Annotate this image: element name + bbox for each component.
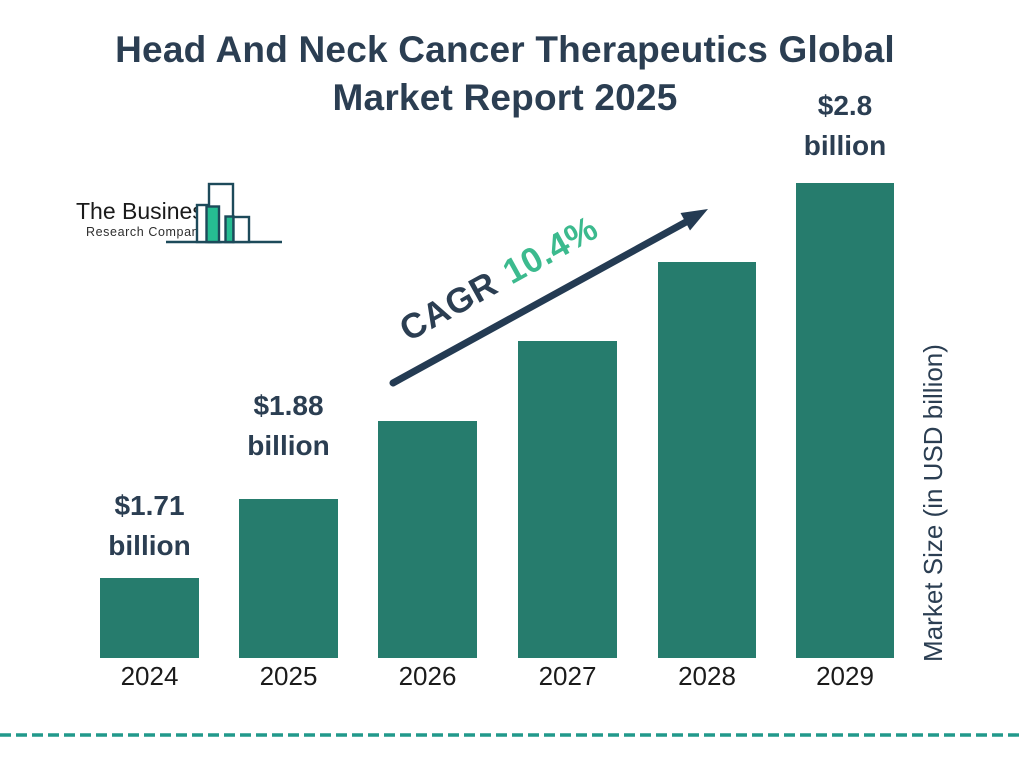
value-label-2024: $1.71 billion [70, 486, 230, 566]
bar-2027 [518, 341, 617, 658]
title-line2: Market Report 2025 [332, 77, 678, 118]
logo-bar-chart-icon [166, 182, 282, 244]
bar-2026 [378, 421, 477, 658]
value-label-line: $1.71 [114, 490, 185, 521]
bar-2028 [658, 262, 756, 658]
x-tick-2029: 2029 [816, 661, 874, 691]
value-label-line: $2.8 [817, 90, 873, 121]
bar-2024 [100, 578, 199, 658]
logo-text-primary: The Business [76, 198, 216, 224]
bar-2029 [796, 183, 894, 658]
value-label-line: billion [108, 530, 191, 561]
value-label-line: billion [803, 130, 887, 161]
title-line1: Head And Neck Cancer Therapeutics Global [115, 29, 895, 70]
y-axis-label: Market Size (in USD billion) [918, 344, 948, 662]
x-tick-2026: 2026 [398, 661, 457, 691]
value-label-line: $1.88 [253, 390, 324, 421]
page-title: Head And Neck Cancer Therapeutics Global… [0, 26, 1017, 122]
bar-2025 [239, 499, 338, 658]
x-tick-2027: 2027 [538, 661, 597, 691]
value-label-2029: $2.8 billion [765, 86, 925, 166]
value-label-2025: $1.88 billion [209, 386, 369, 466]
x-tick-2024: 2024 [120, 661, 179, 691]
logo-text-secondary: Research Company [86, 225, 207, 239]
value-label-line: billion [247, 430, 330, 461]
company-logo: The Business Research Company [0, 168, 300, 258]
x-tick-2028: 2028 [678, 661, 736, 691]
x-tick-2025: 2025 [259, 661, 318, 691]
